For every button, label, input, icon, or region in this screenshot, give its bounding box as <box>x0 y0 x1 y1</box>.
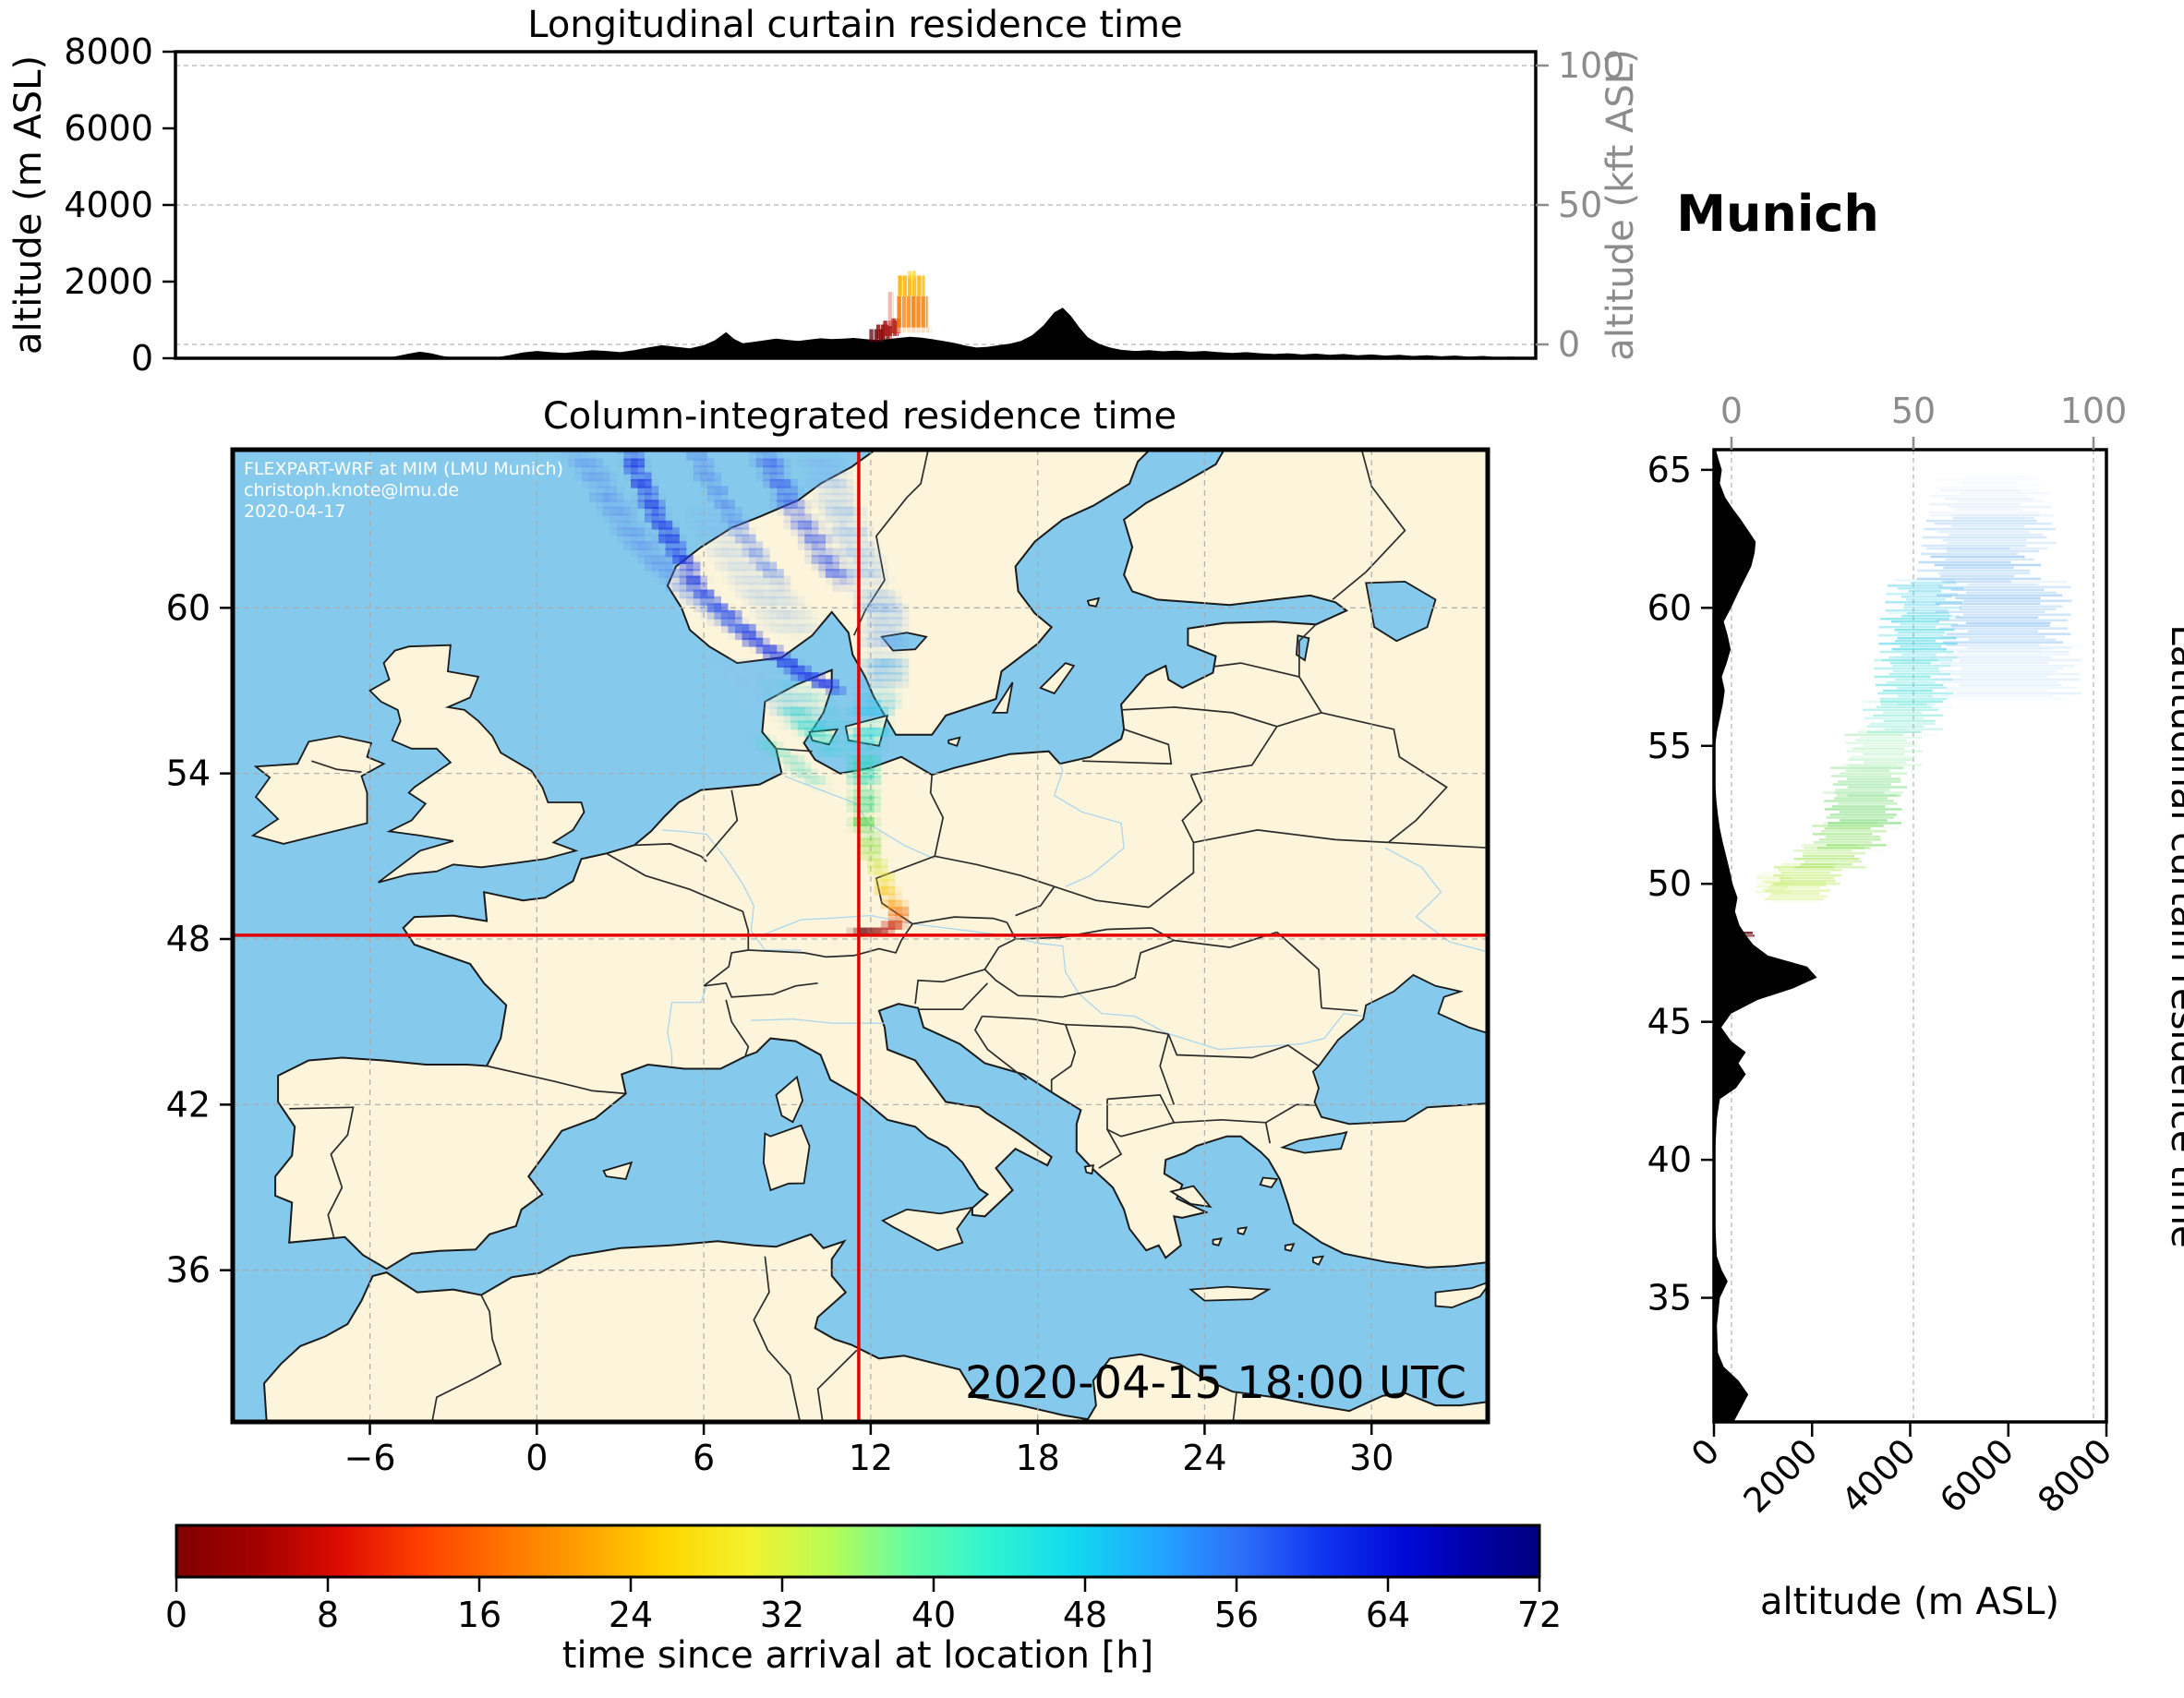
colorbar-tick-label: 56 <box>1214 1595 1259 1635</box>
colorbar-label: time since arrival at location [h] <box>562 1634 1153 1677</box>
top-panel-title: Longitudinal curtain residence time <box>527 4 1182 46</box>
map-frame <box>230 447 1490 1425</box>
right-kft-tick-label: 100 <box>2060 391 2128 431</box>
country-borders <box>289 450 1488 1422</box>
top-panel-ylabel-right: altitude (kft ASL) <box>1599 49 1642 360</box>
map-ytick-label: 54 <box>166 753 211 794</box>
colorbar-gradient-bar <box>175 1523 1541 1579</box>
map-ytick-label: 60 <box>166 587 211 628</box>
colorbar-tick-label: 40 <box>911 1595 956 1635</box>
colorbar-tick-label: 16 <box>457 1595 501 1635</box>
map-ytick-label: 48 <box>166 919 211 959</box>
inland-seas-lakes <box>880 580 1488 1154</box>
map-panel: Column-integrated residence time FLEXPAR… <box>166 395 1490 1478</box>
right-kft-tick-label: 50 <box>1891 391 1936 431</box>
right-ytick-label: 55 <box>1647 726 1692 766</box>
rivers <box>661 763 1488 1066</box>
right-xtick-label: 6000 <box>1932 1431 2021 1521</box>
terrain-profile-longitudinal <box>175 307 1536 358</box>
right-xtick-label: 0 <box>1683 1431 1727 1475</box>
colorbar: 0 8 16 24 32 40 48 56 64 72 time since arrival at… <box>165 1523 1562 1677</box>
right-panel-xlabel: altitude (m ASL) <box>1760 1581 2059 1623</box>
right-ytick-label: 35 <box>1647 1278 1692 1319</box>
top-kft-tick-label: 50 <box>1558 185 1602 225</box>
residence-time-bars <box>869 271 932 343</box>
map-xtick-label: 12 <box>849 1438 893 1478</box>
map-ytick-label: 36 <box>166 1250 211 1291</box>
right-ytick-label: 65 <box>1647 450 1692 490</box>
colorbar-tick-label: 64 <box>1366 1595 1410 1635</box>
terrain-profile-latitudinal <box>1714 450 1817 1422</box>
right-kft-tick-label: 0 <box>1720 391 1743 431</box>
colorbar-tick-label: 72 <box>1517 1595 1562 1635</box>
top-ytick-label: 0 <box>131 338 153 379</box>
land-polygons <box>250 450 1488 1422</box>
map-xtick-label: 30 <box>1349 1438 1394 1478</box>
attribution-line-1: FLEXPART-WRF at MIM (LMU Munich) <box>244 459 563 479</box>
residence-time-patches <box>1729 476 2082 940</box>
right-xtick-label: 8000 <box>2030 1431 2119 1521</box>
top-panel-ylabel-left: altitude (m ASL) <box>7 55 50 355</box>
colorbar-tick-label: 8 <box>317 1595 339 1635</box>
map-plume-layer <box>561 450 910 937</box>
top-ytick-label: 4000 <box>64 185 153 225</box>
map-title: Column-integrated residence time <box>543 395 1176 438</box>
right-xtick-label: 4000 <box>1834 1431 1924 1521</box>
top-ytick-label: 8000 <box>64 31 153 72</box>
right-ytick-label: 45 <box>1647 1002 1692 1042</box>
map-xtick-label: −6 <box>344 1438 396 1478</box>
right-ytick-label: 60 <box>1647 587 1692 628</box>
attribution-line-2: christoph.knote@lmu.de <box>244 480 459 500</box>
right-ytick-label: 40 <box>1647 1139 1692 1180</box>
top-ytick-label: 2000 <box>64 261 153 302</box>
colorbar-tick-label: 24 <box>609 1595 653 1635</box>
top-kft-tick-label: 0 <box>1558 324 1580 365</box>
map-xtick-label: 6 <box>693 1438 715 1478</box>
map-xtick-label: 0 <box>525 1438 548 1478</box>
top-kft-tick-label: 100 <box>1558 45 1625 86</box>
colorbar-tick-label: 32 <box>760 1595 804 1635</box>
source-crosshair <box>233 450 1488 1422</box>
map-ytick-label: 42 <box>166 1084 211 1125</box>
right-xtick-label: 2000 <box>1736 1431 1826 1521</box>
attribution-line-3: 2020-04-17 <box>244 501 345 522</box>
right-panel-ylabel: Latitudinal curtain residence time <box>2163 624 2184 1247</box>
colorbar-tick-label: 0 <box>165 1595 187 1635</box>
right-ytick-label: 50 <box>1647 863 1692 904</box>
longitudinal-curtain-panel: Longitudinal curtain residence time 0 200… <box>7 4 1642 379</box>
top-ytick-label: 6000 <box>64 108 153 149</box>
colorbar-tick-label: 48 <box>1063 1595 1107 1635</box>
map-xtick-label: 24 <box>1182 1438 1226 1478</box>
map-timestamp: 2020-04-15 18:00 UTC <box>965 1357 1466 1409</box>
map-xtick-label: 18 <box>1015 1438 1059 1478</box>
location-title: Munich <box>1676 185 1879 243</box>
map-attribution: FLEXPART-WRF at MIM (LMU Munich) christo… <box>244 459 563 522</box>
